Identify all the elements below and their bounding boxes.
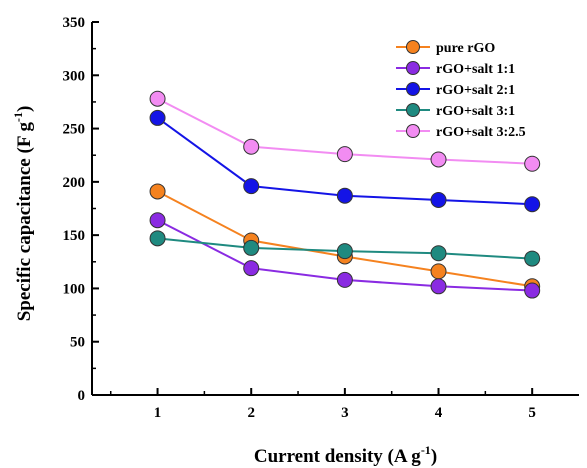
- legend-label: rGO+salt 1:1: [436, 62, 515, 77]
- y-axis: 0 50 100 150 200 250 300 350: [63, 15, 99, 404]
- data-point: [149, 109, 166, 126]
- data-point: [524, 196, 541, 213]
- x-axis-title-superscript: -1: [421, 443, 431, 457]
- data-point: [149, 183, 166, 200]
- data-point: [524, 282, 541, 299]
- legend-label: rGO+salt 3:2.5: [436, 125, 526, 140]
- data-point: [336, 271, 353, 288]
- legend-label: rGO+salt 2:1: [436, 83, 515, 98]
- data-point: [430, 151, 447, 168]
- series-layer: [149, 90, 541, 299]
- legend-label: rGO+salt 3:1: [436, 104, 515, 119]
- y-tick-label: 150: [63, 228, 86, 244]
- x-tick-label: 3: [341, 405, 349, 421]
- legend-item: rGO+salt 2:1: [396, 82, 515, 98]
- x-tick-label: 5: [528, 405, 536, 421]
- data-point: [336, 243, 353, 260]
- y-tick-label: 250: [63, 122, 86, 138]
- x-axis-title: Current density (A g-1): [254, 443, 437, 467]
- x-tick-label: 1: [154, 405, 162, 421]
- data-point: [149, 212, 166, 229]
- legend-item: rGO+salt 3:2.5: [396, 124, 526, 140]
- x-axis-title-close: ): [431, 446, 437, 467]
- data-point: [336, 146, 353, 163]
- legend-label: pure rGO: [436, 41, 495, 56]
- legend-marker: [406, 40, 420, 54]
- data-point: [149, 230, 166, 247]
- y-tick-label: 50: [70, 335, 85, 351]
- data-point: [430, 191, 447, 208]
- legend-item: rGO+salt 3:1: [396, 103, 515, 119]
- y-axis-title: Specific capacitance (F g-1): [11, 106, 35, 322]
- y-axis-title-main: Specific capacitance (F g: [14, 122, 35, 322]
- data-point: [430, 263, 447, 280]
- y-axis-title-close: ): [14, 106, 35, 112]
- x-axis-title-main: Current density (A g: [254, 446, 421, 467]
- series-markers: [149, 230, 541, 267]
- data-point: [524, 155, 541, 172]
- data-point: [149, 90, 166, 107]
- x-tick-label: 2: [247, 405, 255, 421]
- legend-marker: [406, 124, 420, 138]
- data-point: [524, 250, 541, 267]
- legend-item: rGO+salt 1:1: [396, 61, 515, 77]
- x-tick-label: 4: [435, 405, 443, 421]
- legend-item: pure rGO: [396, 40, 495, 56]
- plot-area: [91, 22, 579, 396]
- data-point: [243, 260, 260, 277]
- x-axis: 1 2 3 4 5: [109, 388, 536, 421]
- data-point: [243, 138, 260, 155]
- legend-marker: [406, 82, 420, 96]
- series-markers: [149, 212, 541, 299]
- legend-marker: [406, 61, 420, 75]
- legend: pure rGO rGO+salt 1:1 rGO+salt 2:1 rGO+salt…: [396, 40, 526, 140]
- data-point: [430, 278, 447, 295]
- y-tick-label: 200: [63, 175, 86, 191]
- data-point: [243, 239, 260, 256]
- series-markers: [149, 109, 541, 213]
- legend-marker: [406, 103, 420, 117]
- y-tick-label: 100: [63, 281, 86, 297]
- data-point: [430, 245, 447, 262]
- series-markers: [149, 90, 541, 172]
- y-tick-label: 0: [78, 388, 86, 404]
- y-tick-label: 300: [63, 68, 86, 84]
- y-axis-title-superscript: -1: [11, 112, 25, 122]
- data-point: [336, 187, 353, 204]
- data-point: [243, 178, 260, 195]
- y-tick-label: 350: [63, 15, 86, 31]
